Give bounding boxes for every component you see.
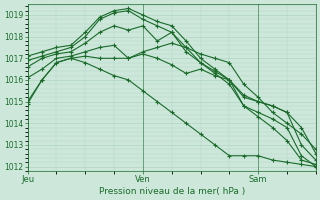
X-axis label: Pression niveau de la mer( hPa ): Pression niveau de la mer( hPa ) bbox=[99, 187, 245, 196]
